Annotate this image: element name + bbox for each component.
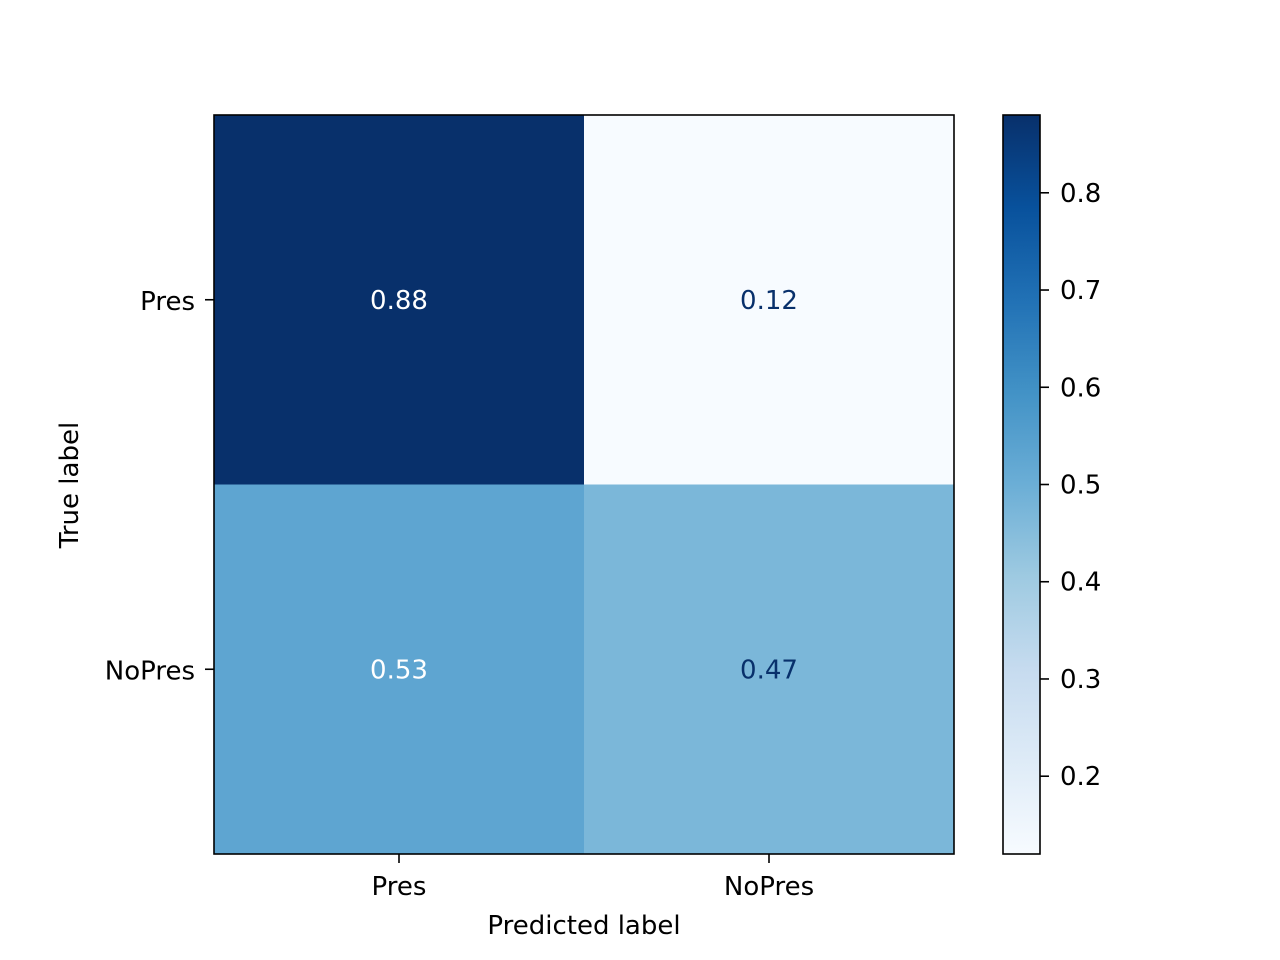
y-tick-label: NoPres — [105, 656, 195, 686]
heatmap-cell — [214, 115, 585, 485]
cell-value-labels: 0.88 0.12 0.53 0.47 — [370, 286, 798, 686]
plot-frame — [213, 114, 955, 855]
colorbar-tick-label: 0.2 — [1060, 762, 1101, 792]
y-axis-ticks: Pres NoPres — [105, 287, 214, 686]
colorbar-tick-label: 0.5 — [1060, 471, 1101, 501]
colorbar-tick-label: 0.7 — [1060, 276, 1101, 306]
y-axis-label: True label — [55, 422, 85, 549]
x-tick-label: NoPres — [724, 872, 814, 902]
colorbar-ticks: 0.2 0.3 0.4 0.5 0.6 0.7 0.8 — [1040, 179, 1101, 792]
colorbar-tick-label: 0.8 — [1060, 179, 1101, 209]
y-tick-label: Pres — [140, 287, 195, 317]
colorbar-tick-label: 0.3 — [1060, 665, 1101, 695]
cell-value-label: 0.88 — [370, 286, 428, 316]
x-axis-ticks: Pres NoPres — [372, 854, 814, 902]
cell-value-label: 0.47 — [740, 655, 798, 685]
heatmap-cell — [214, 484, 585, 855]
x-tick-label: Pres — [372, 872, 427, 902]
heatmap-cell — [584, 115, 955, 485]
colorbar — [1002, 114, 1041, 855]
colorbar-tick-label: 0.6 — [1060, 373, 1101, 403]
cell-value-label: 0.12 — [740, 286, 798, 316]
heatmap-cell — [584, 484, 955, 855]
heatmap-cells — [214, 115, 955, 855]
x-axis-label: Predicted label — [487, 911, 680, 941]
colorbar-tick-label: 0.4 — [1060, 568, 1101, 598]
cell-value-label: 0.53 — [370, 655, 428, 685]
